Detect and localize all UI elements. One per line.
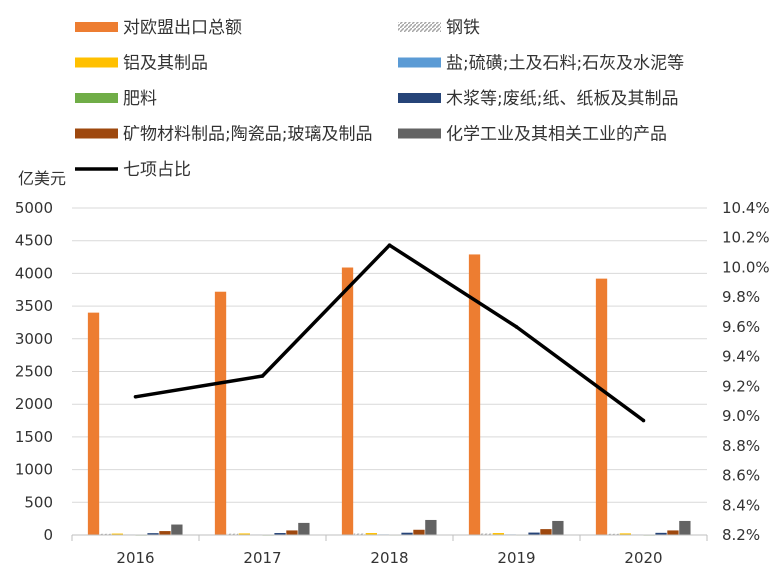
line-point-0-0 bbox=[133, 394, 138, 399]
x-tick-label-1: 2017 bbox=[243, 549, 281, 567]
legend-label-6: 矿物材料制品;陶瓷品;玻璃及制品 bbox=[123, 125, 372, 145]
bar-5-2 bbox=[401, 532, 413, 535]
legend-label-4: 肥料 bbox=[123, 89, 157, 109]
bar-5-4 bbox=[655, 532, 667, 535]
y-tick-label-7: 3500 bbox=[15, 297, 53, 315]
bar-0-3 bbox=[468, 254, 481, 535]
y-tick-label-4: 2000 bbox=[15, 395, 53, 413]
bar-2-1 bbox=[238, 533, 250, 535]
bar-0-2 bbox=[341, 267, 354, 535]
bar-1-4 bbox=[607, 533, 620, 535]
y-tick-label-1: 500 bbox=[24, 493, 53, 511]
x-tick-label-4: 2020 bbox=[624, 549, 662, 567]
y2-tick-label-0: 8.2% bbox=[722, 526, 760, 544]
x-tick-label-0: 2016 bbox=[116, 549, 154, 567]
y2-tick-label-11: 10.4% bbox=[722, 199, 770, 217]
line-point-0-1 bbox=[260, 374, 265, 378]
bar-1-1 bbox=[226, 533, 239, 535]
bar-6-3 bbox=[540, 529, 552, 535]
legend-label-7: 化学工业及其相关工业的产品 bbox=[446, 125, 667, 145]
legend-swatch-4 bbox=[75, 93, 118, 103]
x-tick-label-3: 2019 bbox=[497, 549, 535, 567]
bar-7-3 bbox=[552, 520, 564, 535]
bar-6-0 bbox=[159, 531, 171, 535]
y2-tick-label-10: 10.2% bbox=[722, 229, 770, 247]
legend-swatch-1 bbox=[398, 22, 441, 32]
y-tick-label-8: 4000 bbox=[15, 264, 53, 282]
legend-swatch-6 bbox=[75, 128, 118, 139]
y-tick-label-10: 5000 bbox=[15, 199, 53, 217]
legend-label-1: 钢铁 bbox=[446, 18, 480, 38]
y2-tick-label-9: 10.0% bbox=[722, 258, 770, 276]
bar-7-4 bbox=[679, 520, 691, 535]
bar-2-4 bbox=[619, 533, 631, 535]
y2-tick-label-3: 8.8% bbox=[722, 437, 760, 455]
bar-2-0 bbox=[111, 533, 123, 535]
y-tick-label-9: 4500 bbox=[15, 232, 53, 250]
bar-5-1 bbox=[274, 533, 286, 535]
bar-6-2 bbox=[413, 529, 425, 535]
bar-7-2 bbox=[425, 519, 437, 535]
y2-tick-label-5: 9.2% bbox=[722, 377, 760, 395]
bar-7-0 bbox=[171, 524, 183, 535]
legend-label-3: 盐;硫磺;土及石料;石灰及水泥等 bbox=[446, 54, 684, 74]
line-series-0 bbox=[135, 243, 645, 422]
line-point-0-3 bbox=[514, 325, 519, 329]
y-tick-label-2: 1000 bbox=[15, 461, 53, 479]
x-tick-label-2: 2018 bbox=[370, 549, 408, 567]
bar-1-0 bbox=[99, 533, 112, 535]
bar-2-3 bbox=[492, 533, 504, 535]
y2-tick-label-2: 8.6% bbox=[722, 467, 760, 485]
legend-swatch-5 bbox=[398, 93, 441, 103]
y-tick-label-5: 2500 bbox=[15, 363, 53, 381]
bar-7-1 bbox=[298, 522, 310, 535]
legend-label-5: 木浆等;废纸;纸、纸板及其制品 bbox=[446, 89, 678, 109]
bar-0-0 bbox=[87, 312, 100, 535]
bar-5-0 bbox=[147, 533, 159, 535]
y-tick-label-3: 1500 bbox=[15, 428, 53, 446]
y2-tick-label-8: 9.8% bbox=[722, 288, 760, 306]
bar-5-3 bbox=[528, 532, 540, 535]
line-point-0-4 bbox=[641, 418, 646, 423]
y2-tick-label-1: 8.4% bbox=[722, 496, 760, 514]
bar-6-1 bbox=[286, 530, 298, 535]
legend-swatch-0 bbox=[75, 22, 118, 32]
y-tick-label-0: 0 bbox=[43, 526, 53, 544]
bar-1-2 bbox=[353, 533, 366, 535]
y-tick-label-6: 3000 bbox=[15, 330, 53, 348]
line-point-0-2 bbox=[387, 243, 392, 247]
legend-label-2: 铝及其制品 bbox=[123, 54, 208, 74]
bar-1-3 bbox=[480, 533, 493, 535]
y2-tick-label-6: 9.4% bbox=[722, 348, 760, 366]
bar-2-2 bbox=[365, 533, 377, 535]
bar-0-4 bbox=[595, 278, 608, 535]
bar-0-1 bbox=[214, 291, 227, 535]
bars bbox=[87, 254, 691, 536]
y-axis-unit-label: 亿美元 bbox=[18, 169, 66, 188]
y2-tick-label-7: 9.6% bbox=[722, 318, 760, 336]
legend-swatch-2 bbox=[75, 57, 118, 68]
legend-swatch-7 bbox=[398, 128, 441, 139]
bar-6-4 bbox=[667, 530, 679, 535]
legend-swatch-3 bbox=[398, 57, 441, 68]
gridlines bbox=[72, 207, 707, 503]
y2-tick-label-4: 9.0% bbox=[722, 407, 760, 425]
axes: 0 500 1000 1500 2000 2500 3000 3500 4000 4500 5000… bbox=[15, 199, 770, 567]
ratio-line bbox=[133, 243, 646, 423]
legend-label-8: 七项占比 bbox=[123, 160, 191, 180]
legend-label-0: 对欧盟出口总额 bbox=[123, 18, 242, 38]
